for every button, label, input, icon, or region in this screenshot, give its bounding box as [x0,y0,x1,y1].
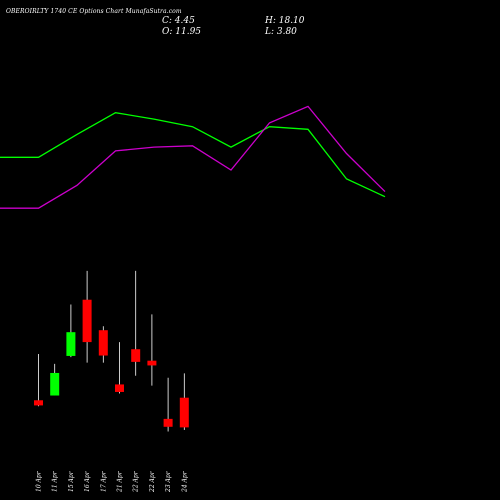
lower-band-line [0,105,386,209]
candle-body [66,332,76,356]
close-value: C: 4.45 [162,16,195,26]
candle-body [34,400,43,406]
candle-body [50,372,60,396]
x-tick-label: 16 Apr [84,470,91,492]
x-tick-label: 24 Apr [181,470,188,493]
x-tick-label: 22 Apr [149,470,156,493]
candle-body [179,397,189,428]
candle-body [82,299,92,343]
x-tick-label: 21 Apr [117,470,124,493]
open-value: O: 11.95 [162,27,202,37]
candle-body [98,330,108,356]
candle-body [115,384,124,392]
x-tick-label: 15 Apr [68,470,75,492]
x-tick-label: 17 Apr [100,470,107,492]
high-value: H: 18.10 [265,16,305,26]
low-value: L: 3.80 [265,27,297,37]
candle-body [131,349,141,362]
candle-body [147,360,157,366]
x-tick-label: 11 Apr [52,470,59,492]
x-tick-label: 23 Apr [165,470,172,493]
upper-band-line [0,112,386,198]
chart-title: OBEROIRLTY 1740 CE Options Chart MunafaS… [6,8,182,15]
candle-body [163,418,173,427]
x-tick-label: 10 Apr [36,470,43,492]
x-tick-label: 22 Apr [133,470,140,493]
